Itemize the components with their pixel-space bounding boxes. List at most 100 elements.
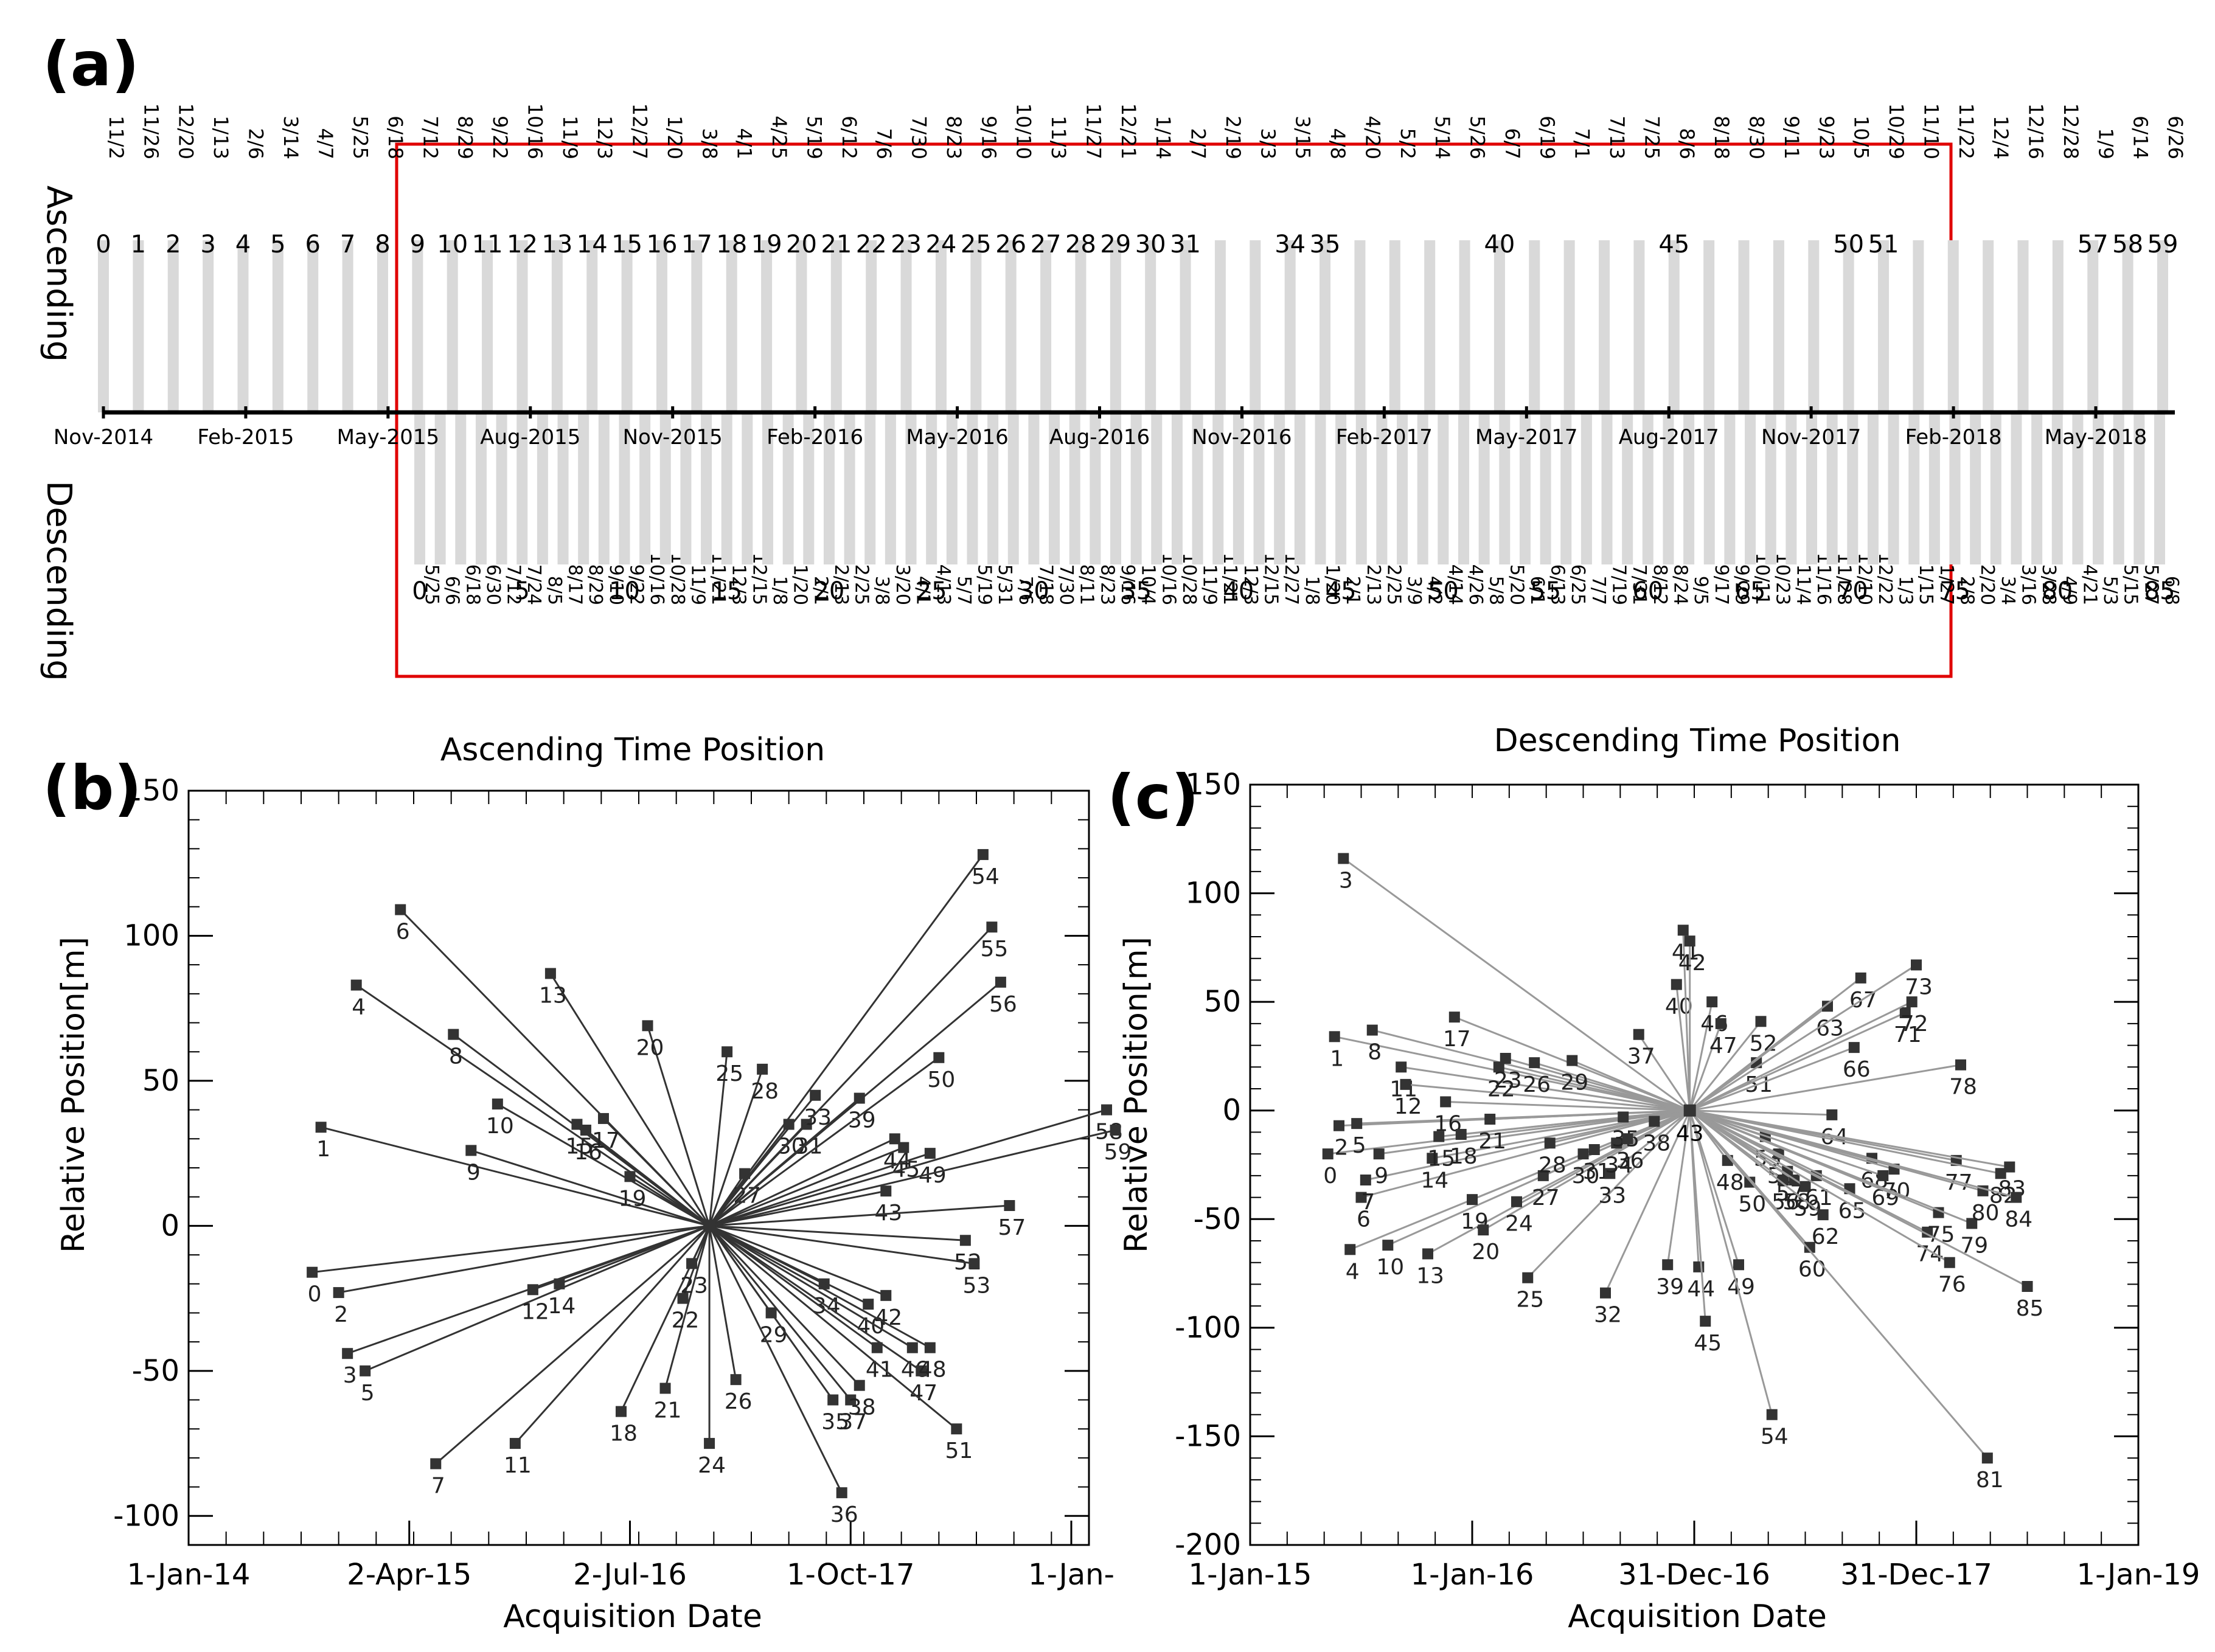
point-label: 47 [1709, 1033, 1737, 1058]
descending-bar [987, 412, 999, 564]
baseline-line [1498, 1066, 1691, 1112]
point-label: 10 [1376, 1255, 1404, 1280]
acquisition-marker [430, 1458, 442, 1470]
baseline-line [602, 1117, 711, 1227]
point-label: 56 [989, 992, 1017, 1017]
descending-bar [1007, 412, 1019, 564]
month-label: May-2017 [1475, 425, 1578, 449]
descending-bar [1090, 412, 1101, 564]
descending-date-label: 5/8 [1486, 576, 1507, 605]
descending-index-label: 20 [813, 577, 844, 605]
baseline-line [708, 854, 984, 1227]
ascending-index-label: 20 [786, 231, 817, 259]
acquisition-marker [880, 1185, 892, 1197]
descending-date-label: 1/15 [1915, 564, 1936, 605]
acquisition-marker [342, 1348, 353, 1359]
point-label: 66 [1843, 1057, 1871, 1082]
ascending-bar [1843, 240, 1854, 412]
ascending-date-label: 8/29 [454, 116, 477, 159]
ascending-bar [98, 240, 109, 412]
point-label: 38 [1643, 1131, 1671, 1156]
point-label: 7 [1361, 1190, 1375, 1215]
ascending-index-label: 24 [925, 231, 956, 259]
acquisition-marker [1544, 1137, 1556, 1149]
point-label: 76 [1938, 1272, 1966, 1297]
point-label: 55 [980, 937, 1008, 962]
descending-bar [1601, 412, 1613, 564]
descending-index-label: 30 [1018, 577, 1049, 605]
descending-index-label: 25 [916, 577, 947, 605]
ascending-bar [1284, 240, 1296, 412]
point-label: 48 [919, 1358, 947, 1383]
point-label: 2 [1335, 1136, 1349, 1161]
acquisition-marker [1588, 1144, 1600, 1155]
descending-date-label: 8/17 [565, 564, 586, 605]
month-label: May-2018 [2045, 425, 2147, 449]
ascending-date-label: 2/7 [1187, 128, 1210, 160]
acquisition-marker [1715, 1018, 1726, 1029]
baseline-line [708, 1094, 816, 1227]
descending-index-label: 85 [2144, 577, 2175, 605]
descending-bar [762, 412, 773, 564]
ascending-date-label: 12/4 [1989, 116, 2012, 159]
ascending-bar [970, 240, 982, 412]
descending-bar [1028, 412, 1040, 564]
descending-date-label: 1/3 [1895, 576, 1916, 605]
descending-bar [1478, 412, 1490, 564]
x-tick-label: 2-Apr-15 [347, 1558, 471, 1592]
acquisition-marker [544, 968, 556, 979]
point-label: 59 [1794, 1196, 1822, 1221]
point-label: 78 [1949, 1075, 1977, 1100]
baseline-line [1689, 1109, 2010, 1168]
descending-bar [639, 412, 651, 564]
acquisition-marker [933, 1052, 945, 1063]
descending-index-label: 45 [1326, 577, 1357, 605]
descending-label: Descending [39, 481, 78, 681]
baseline-line [1405, 1083, 1690, 1112]
acquisition-marker [395, 904, 406, 915]
point-label: 15 [566, 1134, 594, 1159]
point-label: 45 [1694, 1331, 1722, 1356]
descending-index-label: 50 [1428, 577, 1459, 605]
point-label: 30 [1572, 1164, 1600, 1189]
ascending-date-label: 11/26 [139, 103, 162, 159]
descending-index-label: 10 [609, 577, 640, 605]
descending-bar [1438, 412, 1449, 564]
baseline-line [1372, 1029, 1691, 1112]
descending-index-label: 35 [1121, 577, 1152, 605]
point-label: 0 [1323, 1164, 1337, 1189]
point-label: 44 [1687, 1277, 1715, 1302]
descending-date-label: 3/9 [1403, 576, 1425, 605]
ascending-bar [133, 240, 144, 412]
descending-bar [1355, 412, 1367, 564]
point-label: 3 [1339, 868, 1353, 893]
descending-date-label: 2/1 [1342, 576, 1363, 605]
ascending-bar [691, 240, 703, 412]
acquisition-marker [1566, 1055, 1578, 1066]
ascending-index-label: 18 [716, 231, 747, 259]
ascending-bar [1808, 240, 1820, 412]
baseline-line [708, 1226, 737, 1380]
ascending-date-label: 11/10 [1919, 103, 1942, 159]
ascending-date-label: 3/8 [698, 128, 721, 160]
descending-bar [557, 412, 569, 564]
ascending-bar [307, 240, 319, 412]
acquisition-marker [1755, 1016, 1767, 1027]
ascending-bar [586, 240, 598, 412]
ascending-bar [482, 240, 493, 412]
descending-bar [1663, 412, 1674, 564]
point-label: 8 [449, 1044, 463, 1069]
ascending-date-label: 7/30 [908, 116, 931, 159]
y-tick-label: -50 [132, 1354, 179, 1388]
descending-index-label: 65 [1735, 577, 1766, 605]
point-label: 23 [680, 1273, 708, 1298]
month-label: May-2015 [337, 425, 440, 449]
ascending-index-label: 5 [270, 231, 285, 259]
descending-date-label: 5/20 [1506, 564, 1527, 605]
point-label: 20 [636, 1035, 664, 1060]
point-label: 3 [343, 1363, 357, 1388]
acquisition-marker [1911, 959, 1922, 971]
descending-bar [619, 412, 630, 564]
x-tick-label: 1-Jan-19 [2077, 1558, 2200, 1592]
acquisition-marker [350, 979, 362, 991]
